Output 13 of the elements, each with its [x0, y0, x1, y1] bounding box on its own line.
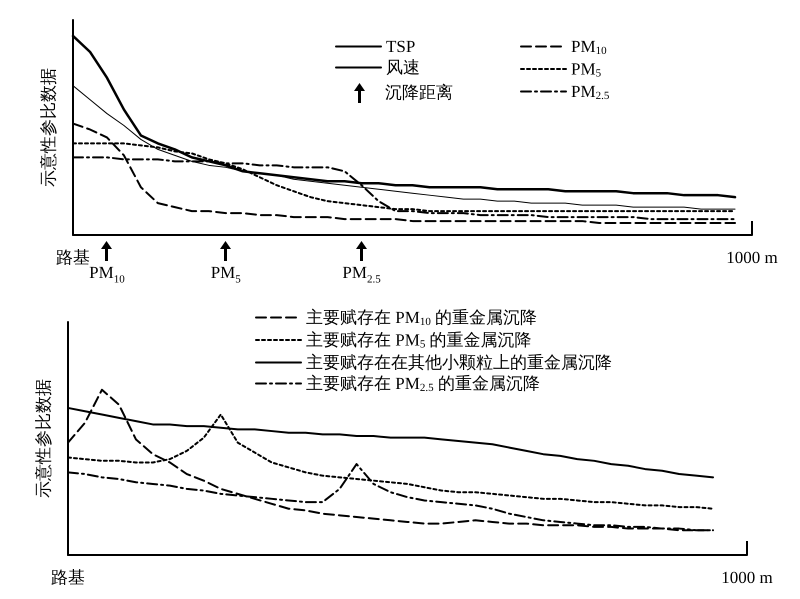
legend-label: TSP — [386, 37, 416, 56]
x-tick-label: 1000 m — [726, 248, 778, 267]
y-axis-title: 示意性参比数据 — [39, 68, 58, 187]
x-tick-label: 路基 — [56, 248, 90, 267]
text: PM$_{5}$ — [210, 263, 241, 288]
x-tick-label: 1000 m — [721, 568, 773, 587]
annotation: 沉降距离 — [385, 83, 453, 103]
text: PM$_{10}$ — [89, 263, 125, 288]
x-tick-label: 路基 — [51, 568, 85, 587]
legend-label: 风速 — [386, 58, 420, 77]
legend-label: 主要赋存在在其他小颗粒上的重金属沉降 — [306, 353, 612, 372]
y-axis-title: 示意性参比数据 — [34, 379, 53, 498]
text: PM$_{2.5}$ — [342, 263, 381, 288]
